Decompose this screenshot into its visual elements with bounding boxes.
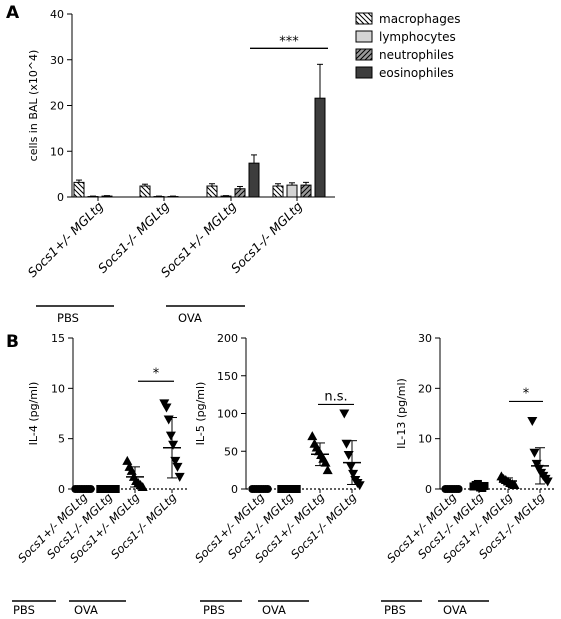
y-tick-label: 200 xyxy=(217,332,238,345)
data-point xyxy=(174,472,185,482)
data-point xyxy=(542,477,553,487)
bar-macrophages xyxy=(272,185,284,198)
y-tick-label: 5 xyxy=(58,433,65,446)
y-tick-label: 40 xyxy=(50,8,64,21)
y-tick-label: 10 xyxy=(50,145,64,158)
group-label: OVA xyxy=(262,603,286,617)
data-point xyxy=(165,431,176,441)
bar-neutrophiles xyxy=(300,184,312,198)
x-category-label: Socs1-/- MGLtg xyxy=(108,490,179,561)
y-tick-label: 20 xyxy=(418,382,432,395)
y-tick-label: 150 xyxy=(217,370,238,383)
significance-label: * xyxy=(153,366,160,381)
legend-swatch xyxy=(355,66,373,79)
x-category-label: Socs1+/- MGLtg xyxy=(25,198,107,280)
panel-a-bar-chart: 0 10 20 30 40 cells in BAL (x10^4) Socs1+/- MG… xyxy=(25,8,461,325)
legend-swatch xyxy=(355,30,373,43)
bar-macrophages xyxy=(206,185,218,198)
x-category-label: Socs1-/- MGLtg xyxy=(95,198,172,275)
data-point xyxy=(86,485,95,493)
y-tick-label: 15 xyxy=(51,332,65,345)
data-point xyxy=(170,456,181,466)
significance-label: n.s. xyxy=(324,389,347,404)
y-tick-label: 10 xyxy=(418,433,432,446)
data-point xyxy=(263,485,272,493)
y-tick-label: 30 xyxy=(50,54,64,67)
y-tick-label: 100 xyxy=(217,408,238,421)
significance-label: * xyxy=(523,386,530,401)
group-label: PBS xyxy=(57,311,79,325)
data-point xyxy=(339,409,350,419)
y-axis-label: cells in BAL (x10^4) xyxy=(27,50,40,162)
data-point xyxy=(168,440,179,450)
data-point xyxy=(322,465,333,475)
y-tick-label: 0 xyxy=(231,483,238,496)
data-point xyxy=(531,459,542,469)
bar-eosinophiles xyxy=(248,162,260,198)
bar-eosinophiles xyxy=(314,97,326,198)
data-point xyxy=(527,417,538,427)
group-label: PBS xyxy=(384,603,406,617)
legend-swatch xyxy=(355,48,373,61)
legend-swatch xyxy=(355,12,373,25)
bar-neutrophiles xyxy=(234,188,246,198)
panel-letter-b: B xyxy=(6,332,19,352)
data-point xyxy=(343,451,354,461)
data-point xyxy=(161,403,172,413)
data-point xyxy=(172,462,183,472)
legend-label: eosinophiles xyxy=(379,66,454,80)
data-point xyxy=(292,485,301,493)
data-point xyxy=(354,481,365,491)
legend-label: neutrophiles xyxy=(379,48,454,62)
significance-label: *** xyxy=(279,34,299,49)
bar-macrophages xyxy=(139,185,151,198)
y-tick-label: 20 xyxy=(50,100,64,113)
group-label: OVA xyxy=(74,603,98,617)
y-tick-label: 10 xyxy=(51,382,65,395)
data-point xyxy=(122,455,133,465)
data-point xyxy=(307,431,318,441)
group-label: OVA xyxy=(178,311,202,325)
group-label: OVA xyxy=(443,603,467,617)
bar-lymphocytes xyxy=(220,195,232,198)
y-tick-label: 0 xyxy=(57,191,64,204)
bar-macrophages xyxy=(73,181,85,198)
x-category-label: Socs1-/- MGLtg xyxy=(228,198,305,275)
data-point xyxy=(320,457,331,467)
data-point xyxy=(509,479,520,489)
data-point xyxy=(137,481,148,491)
bar-lymphocytes xyxy=(286,184,298,198)
y-tick-label: 50 xyxy=(224,445,238,458)
y-axis-label: IL-5 (pg/ml) xyxy=(194,382,207,446)
group-label: PBS xyxy=(203,603,225,617)
group-label: PBS xyxy=(13,603,35,617)
data-point xyxy=(345,462,356,472)
data-point xyxy=(341,439,352,449)
y-tick-label: 30 xyxy=(418,332,432,345)
y-tick-label: 0 xyxy=(58,483,65,496)
legend-label: macrophages xyxy=(379,12,460,26)
data-point xyxy=(111,485,120,493)
data-point xyxy=(348,469,359,479)
data-point xyxy=(529,448,540,458)
legend-label: lymphocytes xyxy=(379,30,456,44)
data-point xyxy=(454,485,463,493)
bar-neutrophiles xyxy=(101,195,113,198)
panel-letter-a: A xyxy=(6,3,20,23)
y-axis-label: IL-4 (pg/ml) xyxy=(27,382,40,446)
y-tick-label: 0 xyxy=(425,483,432,496)
y-axis-label: IL-13 (pg/ml) xyxy=(395,378,408,449)
